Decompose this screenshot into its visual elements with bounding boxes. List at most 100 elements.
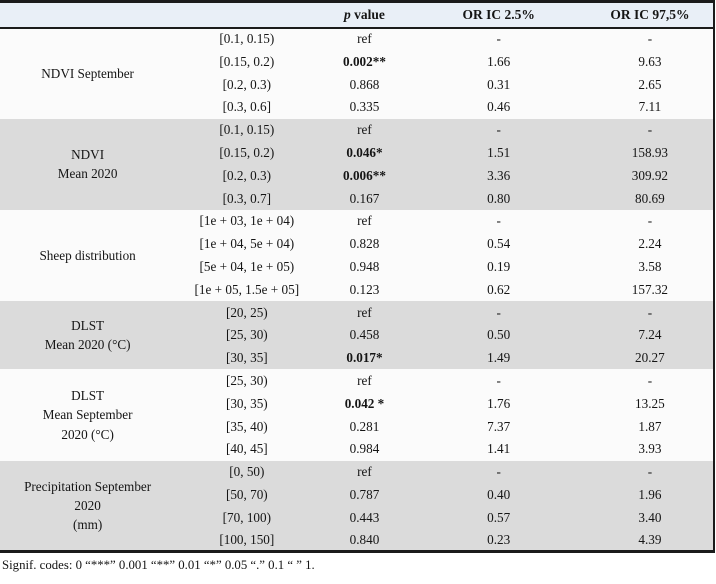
cell-or-ic-975: 2.24 bbox=[586, 232, 714, 256]
table-row: [0.3, 0.7] 0.167 0.80 80.69 bbox=[0, 187, 714, 210]
table-row: Sheep distribution [1e + 03, 1e + 04) ref -… bbox=[0, 209, 714, 302]
cell-or-ic-975: - bbox=[586, 369, 714, 393]
table-row: DLST Mean 2020 (°C) [20, 25) ref - - bbox=[0, 301, 714, 370]
cell-interval: [100, 150] bbox=[175, 529, 319, 552]
cell-interval: [0.3, 0.6] bbox=[175, 95, 319, 119]
cell-interval: [0.2, 0.3) bbox=[175, 73, 319, 96]
cell-interval: [35, 40) bbox=[175, 415, 319, 438]
cell-p-value: 0.046* bbox=[318, 141, 411, 165]
cell-or-ic-25: 0.19 bbox=[410, 255, 587, 279]
table-row: [30, 35) 0.042 * 1.76 13.25 bbox=[0, 392, 714, 416]
header-p-value: p value bbox=[318, 1, 411, 29]
cell-interval: [0.3, 0.7] bbox=[175, 187, 319, 210]
cell-or-ic-25: 1.66 bbox=[410, 50, 587, 74]
cell-or-ic-25: 1.76 bbox=[410, 392, 587, 416]
cell-p-value: ref bbox=[318, 118, 411, 142]
cell-interval: [0.15, 0.2) bbox=[175, 141, 319, 165]
table-row: NDVI Mean 2020 [0.1, 0.15) ref - - bbox=[0, 118, 714, 210]
table-row: [40, 45] 0.984 1.41 3.93 bbox=[0, 437, 714, 461]
cell-p-value: 0.948 bbox=[318, 255, 411, 279]
cell-p-value: ref bbox=[318, 209, 411, 233]
table-row: [5e + 04, 1e + 05) 0.948 0.19 3.58 bbox=[0, 255, 714, 279]
table-row: [35, 40) 0.281 7.37 1.87 bbox=[0, 415, 714, 438]
table-row: [0.15, 0.2) 0.046* 1.51 158.93 bbox=[0, 141, 714, 165]
cell-or-ic-25: 0.80 bbox=[410, 187, 587, 210]
cell-interval: [1e + 05, 1.5e + 05] bbox=[175, 278, 319, 302]
cell-interval: [25, 30) bbox=[175, 369, 319, 393]
cell-p-value: 0.002** bbox=[318, 50, 411, 74]
table-row: [25, 30) 0.458 0.50 7.24 bbox=[0, 323, 714, 347]
group-label: Sheep distribution bbox=[0, 209, 176, 302]
table-row: DLST Mean September 2020 (°C) [25, 30) ref - - bbox=[0, 369, 714, 461]
cell-or-ic-25: - bbox=[410, 209, 587, 233]
header-or-ic-25: OR IC 2.5% bbox=[410, 1, 587, 29]
cell-p-value: 0.840 bbox=[318, 529, 411, 552]
cell-or-ic-25: 1.49 bbox=[410, 346, 587, 370]
cell-p-value: 0.167 bbox=[318, 187, 411, 210]
cell-interval: [30, 35) bbox=[175, 392, 319, 416]
cell-p-value: 0.828 bbox=[318, 232, 411, 256]
table-row: [1e + 05, 1.5e + 05] 0.123 0.62 157.32 bbox=[0, 278, 714, 302]
cell-or-ic-25: 1.51 bbox=[410, 141, 587, 165]
signif-codes-footnote: Signif. codes: 0 “***” 0.001 “**” 0.01 “… bbox=[0, 553, 716, 574]
cell-or-ic-25: 0.62 bbox=[410, 278, 587, 302]
cell-p-value: ref bbox=[318, 301, 411, 324]
cell-or-ic-975: 309.92 bbox=[586, 164, 714, 188]
table-row: [1e + 04, 5e + 04) 0.828 0.54 2.24 bbox=[0, 232, 714, 256]
cell-p-value: 0.335 bbox=[318, 95, 411, 119]
cell-interval: [0.1, 0.15) bbox=[175, 27, 319, 51]
cell-p-value: 0.787 bbox=[318, 483, 411, 507]
cell-or-ic-975: 4.39 bbox=[586, 529, 714, 552]
cell-or-ic-975: 1.96 bbox=[586, 483, 714, 507]
group-label: Precipitation September 2020 (mm) bbox=[0, 460, 176, 552]
cell-or-ic-25: - bbox=[410, 460, 587, 484]
cell-p-value: 0.458 bbox=[318, 323, 411, 347]
cell-or-ic-975: 80.69 bbox=[586, 187, 714, 210]
cell-or-ic-975: - bbox=[586, 27, 714, 51]
table-row: [100, 150] 0.840 0.23 4.39 bbox=[0, 529, 714, 552]
cell-p-value: 0.984 bbox=[318, 437, 411, 461]
table-row: [50, 70) 0.787 0.40 1.96 bbox=[0, 483, 714, 507]
header-empty-interval bbox=[175, 1, 319, 29]
table-row: [0.15, 0.2) 0.002** 1.66 9.63 bbox=[0, 50, 714, 74]
results-table: p value OR IC 2.5% OR IC 97,5% NDVI Sept… bbox=[0, 0, 715, 554]
table-header: p value OR IC 2.5% OR IC 97,5% bbox=[0, 1, 714, 29]
cell-or-ic-975: 3.93 bbox=[586, 437, 714, 461]
cell-or-ic-975: 1.87 bbox=[586, 415, 714, 438]
table-row: Precipitation September 2020 (mm) [0, 50) re… bbox=[0, 460, 714, 552]
cell-interval: [0.1, 0.15) bbox=[175, 118, 319, 142]
cell-p-value: 0.868 bbox=[318, 73, 411, 96]
cell-interval: [40, 45] bbox=[175, 437, 319, 461]
cell-interval: [0.15, 0.2) bbox=[175, 50, 319, 74]
group-label: DLST Mean September 2020 (°C) bbox=[0, 369, 176, 461]
table-row: [0.2, 0.3) 0.868 0.31 2.65 bbox=[0, 73, 714, 96]
header-empty-label bbox=[0, 1, 176, 29]
cell-or-ic-25: - bbox=[410, 118, 587, 142]
cell-or-ic-25: 0.31 bbox=[410, 73, 587, 96]
cell-p-value: ref bbox=[318, 369, 411, 393]
cell-or-ic-975: 3.40 bbox=[586, 506, 714, 530]
cell-or-ic-25: - bbox=[410, 27, 587, 51]
cell-p-value: 0.042 * bbox=[318, 392, 411, 416]
header-row: p value OR IC 2.5% OR IC 97,5% bbox=[0, 1, 714, 29]
cell-or-ic-975: - bbox=[586, 460, 714, 484]
cell-or-ic-975: - bbox=[586, 118, 714, 142]
cell-or-ic-25: 0.23 bbox=[410, 529, 587, 552]
cell-interval: [70, 100) bbox=[175, 506, 319, 530]
cell-p-value: 0.017* bbox=[318, 346, 411, 370]
table-row: NDVI September [0.1, 0.15) ref - - bbox=[0, 27, 714, 119]
cell-or-ic-975: - bbox=[586, 301, 714, 324]
cell-or-ic-25: 0.54 bbox=[410, 232, 587, 256]
cell-interval: [50, 70) bbox=[175, 483, 319, 507]
group-label: NDVI Mean 2020 bbox=[0, 118, 176, 210]
group-label: NDVI September bbox=[0, 27, 176, 119]
cell-or-ic-25: - bbox=[410, 301, 587, 324]
cell-or-ic-975: 7.11 bbox=[586, 95, 714, 119]
p-italic: p bbox=[344, 6, 351, 22]
cell-interval: [1e + 03, 1e + 04) bbox=[175, 209, 319, 233]
cell-p-value: ref bbox=[318, 27, 411, 51]
cell-interval: [0.2, 0.3) bbox=[175, 164, 319, 188]
cell-or-ic-975: 9.63 bbox=[586, 50, 714, 74]
cell-p-value: 0.443 bbox=[318, 506, 411, 530]
header-or-ic-975: OR IC 97,5% bbox=[586, 1, 714, 29]
